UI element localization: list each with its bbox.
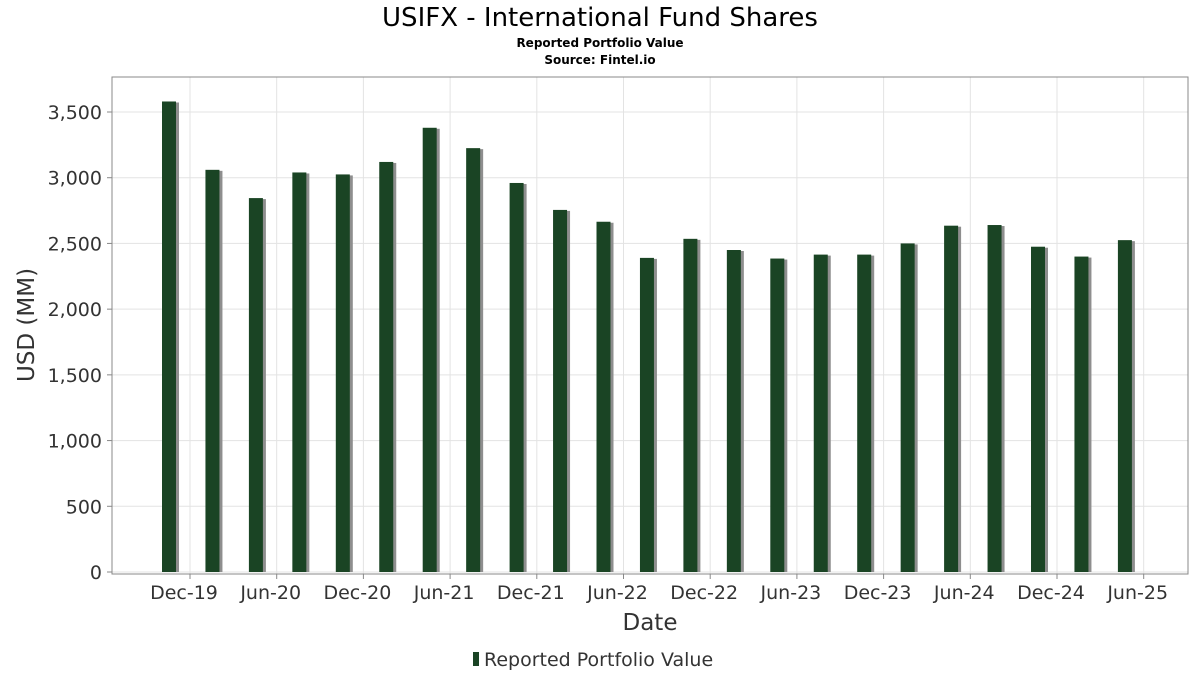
legend-swatch xyxy=(473,652,479,666)
bar xyxy=(292,172,307,572)
y-tick-label: 2,000 xyxy=(48,299,102,321)
x-tick-label: Dec-19 xyxy=(150,582,218,604)
x-tick-label: Jun-21 xyxy=(413,582,475,604)
y-tick-label: 0 xyxy=(90,562,102,584)
x-axis-title: Date xyxy=(623,610,678,636)
legend-label: Reported Portfolio Value xyxy=(484,649,713,671)
x-tick-label: Jun-23 xyxy=(760,582,822,604)
bar xyxy=(900,243,915,572)
y-tick-label: 500 xyxy=(66,496,102,518)
y-tick-label: 3,500 xyxy=(48,102,102,124)
bar xyxy=(726,250,741,572)
bar xyxy=(770,258,785,572)
x-tick-label: Jun-24 xyxy=(933,582,995,604)
bar xyxy=(1117,240,1132,572)
chart-subtitle: Reported Portfolio Value xyxy=(516,36,683,50)
bar xyxy=(1074,256,1089,572)
bar xyxy=(639,257,654,572)
bar xyxy=(987,225,1002,572)
y-tick-label: 1,500 xyxy=(48,365,102,387)
y-axis-ticks: 0 500 1,000 1,500 2,000 2,500 3,000 3,500 xyxy=(48,102,112,584)
bar xyxy=(205,169,220,573)
y-tick-label: 3,000 xyxy=(48,168,102,190)
bar xyxy=(509,182,524,572)
x-tick-label: Jun-25 xyxy=(1106,582,1168,604)
bar xyxy=(596,221,611,572)
bar xyxy=(335,174,350,572)
plot-area-frame xyxy=(111,76,1189,575)
x-tick-label: Dec-22 xyxy=(670,582,738,604)
y-tick-label: 2,500 xyxy=(48,233,102,255)
bar xyxy=(813,254,828,572)
y-axis-title: USD (MM) xyxy=(14,268,40,382)
bar-series xyxy=(162,101,1135,573)
y-tick-label: 1,000 xyxy=(48,431,102,453)
bar xyxy=(379,161,394,572)
x-tick-label: Jun-22 xyxy=(586,582,648,604)
chart-source: Source: Fintel.io xyxy=(544,53,655,67)
x-tick-label: Dec-24 xyxy=(1017,582,1085,604)
bar xyxy=(466,148,481,572)
bar xyxy=(857,254,872,572)
x-tick-label: Dec-21 xyxy=(497,582,565,604)
chart-title: USIFX - International Fund Shares xyxy=(382,3,818,33)
x-tick-label: Dec-23 xyxy=(844,582,912,604)
x-tick-label: Jun-20 xyxy=(239,582,301,604)
bar xyxy=(248,198,263,573)
bar xyxy=(944,225,959,572)
x-axis-ticks: Dec-19 Jun-20 Dec-20 Jun-21 Dec-21 Jun-22 Dec-… xyxy=(150,574,1168,604)
bar xyxy=(422,127,437,573)
bar xyxy=(1031,246,1045,572)
bar xyxy=(683,238,698,573)
bar xyxy=(162,101,176,572)
x-tick-label: Dec-20 xyxy=(323,582,391,604)
legend: Reported Portfolio Value xyxy=(473,649,713,671)
bar xyxy=(553,209,568,572)
